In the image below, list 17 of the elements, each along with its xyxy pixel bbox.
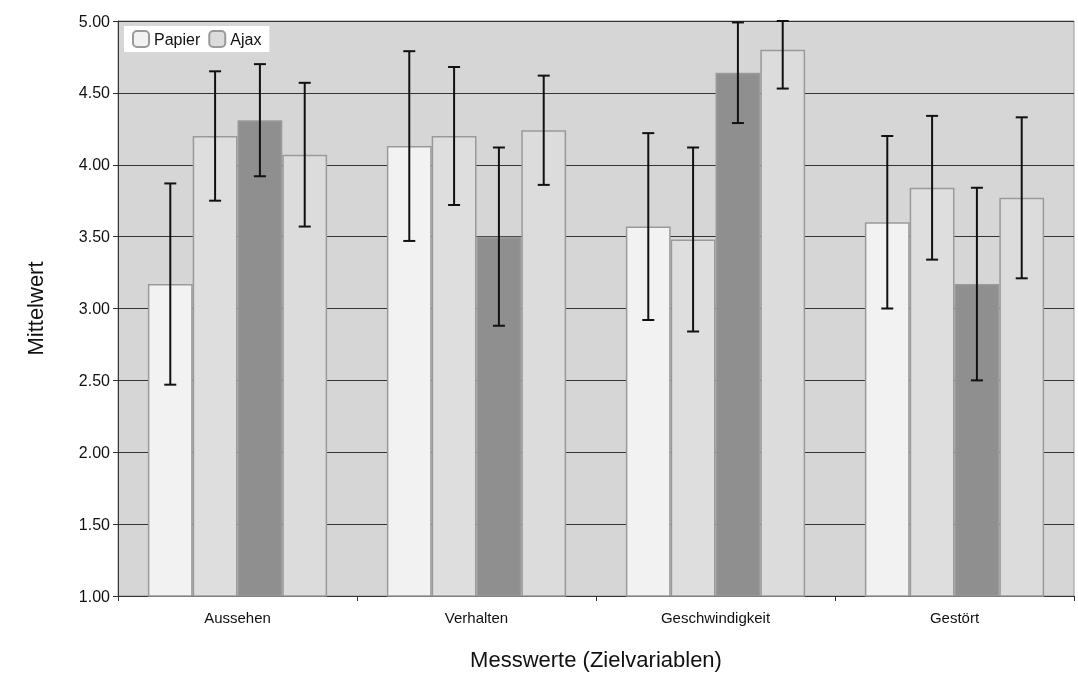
x-tick-label: Aussehen — [204, 609, 271, 626]
y-tick-label: 5.00 — [78, 12, 111, 30]
x-tick-label: Verhalten — [444, 609, 509, 626]
x-tick-label: Geschwindigkeit — [660, 609, 771, 626]
y-tick-label: 1.50 — [78, 515, 111, 533]
y-tick-label: 3.50 — [78, 228, 111, 246]
y-tick-label: 2.50 — [78, 371, 111, 389]
x-axis-title: Messwerte (Zielvariablen) — [470, 646, 722, 672]
y-tick-label: 4.00 — [78, 156, 111, 174]
y-axis-title: Mittelwert — [22, 261, 48, 356]
x-tick-label: Gestört — [929, 609, 980, 626]
y-tick-label: 3.00 — [78, 300, 111, 317]
legend-label: Ajax — [230, 30, 262, 48]
legend-label: Papier — [154, 30, 201, 48]
y-tick-label: 1.00 — [78, 587, 111, 605]
y-tick-label: 2.00 — [78, 443, 111, 461]
y-tick-label: 4.50 — [78, 84, 111, 102]
